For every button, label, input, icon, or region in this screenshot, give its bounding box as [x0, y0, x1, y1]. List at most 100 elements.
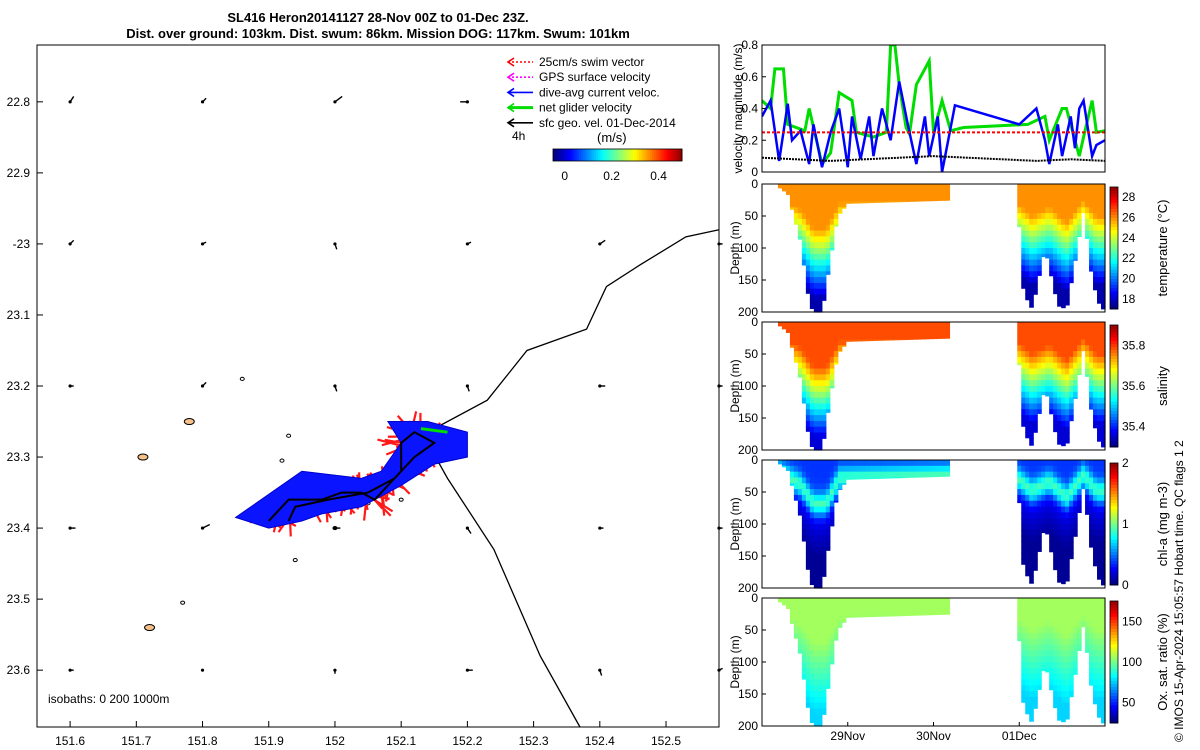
- chla-section-cell: [821, 541, 827, 548]
- oxygen-section-cell: [897, 615, 903, 617]
- oxygen-section-cell: [829, 627, 835, 634]
- oxygen-section-cell: [817, 685, 823, 692]
- oxygen-section-cell: [1021, 603, 1026, 611]
- temperature-section-cell: [813, 288, 819, 296]
- chla-section-cell: [917, 465, 923, 473]
- oxygen-section-cell: [1093, 621, 1098, 628]
- salinity-section-cell: [1073, 322, 1078, 329]
- temperature-section-cell: [801, 184, 807, 191]
- salinity-section-colorbar-cell: [1110, 413, 1118, 417]
- temperature-section-cell: [805, 201, 811, 208]
- temperature-section-colorbar-cell: [1110, 260, 1118, 264]
- chla-section-cell: [1069, 494, 1074, 502]
- oxygen-section-cell: [1053, 679, 1058, 686]
- chla-section-cell: [1041, 500, 1046, 508]
- salinity-section-cell: [1061, 351, 1066, 358]
- oxygen-section-cell: [797, 638, 803, 646]
- temperature-section-cell: [809, 288, 815, 296]
- salinity-section-cell: [1061, 426, 1066, 434]
- temperature-section-cell: [1025, 294, 1030, 301]
- temperature-section-cell: [1101, 271, 1106, 278]
- salinity-section-cell: [873, 322, 879, 329]
- chla-section-cell: [1057, 570, 1062, 577]
- salinity-section-cell: [1049, 351, 1054, 358]
- legend-colorbar-frame: [552, 148, 683, 162]
- oxygen-section-cell: [893, 598, 899, 605]
- salinity-section-cell: [905, 327, 911, 335]
- temperature-section-cell: [817, 195, 823, 203]
- chla-section-cell: [821, 500, 827, 508]
- temperature-section-cell: [805, 248, 811, 255]
- temperature-section-cell: [1061, 282, 1066, 290]
- temperature-section-cell: [1057, 288, 1062, 296]
- chla-section-cell: [1025, 564, 1030, 572]
- chla-section-cell: [821, 553, 827, 560]
- oxygen-section-cell: [801, 609, 807, 617]
- temperature-section-cell: [809, 282, 815, 290]
- temperature-section-cell: [793, 207, 799, 214]
- salinity-section-cell: [809, 333, 815, 341]
- salinity-section-cell: [813, 415, 819, 422]
- temperature-section-cell: [1033, 282, 1038, 290]
- oxygen-section-cell: [893, 609, 899, 617]
- chla-section-cell: [1033, 553, 1038, 560]
- oxygen-section-cell: [1017, 638, 1022, 642]
- temperature-section-cell: [1037, 230, 1042, 237]
- salinity-section-cell: [809, 368, 815, 375]
- temperature-section-cell: [1101, 195, 1106, 203]
- temperature-section-colorbar-cell: [1110, 281, 1118, 286]
- chla-section-cell: [1053, 494, 1058, 502]
- temperature-section-cell: [1029, 213, 1034, 220]
- salinity-section-cell: [845, 339, 851, 342]
- temperature-section-colorbar-tick-3: 24: [1122, 231, 1136, 245]
- salinity-section-cell: [945, 322, 951, 329]
- salinity-section-cell: [1061, 397, 1066, 405]
- chla-section-cell: [793, 494, 799, 501]
- oxygen-section-cell: [1073, 621, 1078, 628]
- temperature-section-cell: [801, 242, 807, 249]
- temperature-section-cell: [1049, 184, 1054, 191]
- chla-section-cell: [853, 465, 859, 473]
- temperature-section-colorbar-cell: [1110, 232, 1118, 237]
- oxygen-section-cell: [1065, 603, 1070, 611]
- chla-section-cell: [793, 460, 799, 467]
- chla-section-cell: [813, 477, 819, 484]
- salinity-section-cell: [1073, 380, 1078, 387]
- salinity-section-cell: [817, 380, 823, 387]
- chla-section-cell: [789, 460, 795, 467]
- chla-section-cell: [1033, 529, 1038, 537]
- salinity-section-cell: [1025, 351, 1030, 358]
- salinity-section-cell: [813, 438, 819, 445]
- chla-section-cell: [1033, 500, 1038, 508]
- oxygen-section-cell: [889, 598, 895, 605]
- chla-section-cell: [805, 460, 811, 467]
- legend-colorbar-cell: [649, 149, 653, 161]
- oxygen-section-colorbar-cell: [1110, 716, 1118, 721]
- salinity-section-cell: [809, 432, 815, 439]
- salinity-section-ytick-label-1: 50: [745, 347, 759, 361]
- temperature-section-cell: [905, 189, 911, 197]
- chla-section-colorbar-cell: [1110, 566, 1118, 571]
- oxygen-section-cell: [869, 598, 875, 605]
- map-xtick-label-1: 151.7: [121, 734, 151, 748]
- temperature-section-cell: [1089, 248, 1094, 255]
- chla-section-cell: [1021, 558, 1026, 565]
- chla-section-cell: [813, 465, 819, 473]
- salinity-section-cell: [1085, 351, 1090, 358]
- chla-section-cell: [1085, 483, 1090, 490]
- salinity-section-cell: [1101, 444, 1106, 448]
- chla-section-cell: [877, 460, 883, 467]
- chla-section-cell: [1093, 541, 1098, 548]
- temperature-section-cell: [1045, 213, 1050, 220]
- chla-section-cell: [805, 547, 811, 554]
- chla-section-cell: [825, 529, 831, 537]
- chla-section-cell: [813, 500, 819, 508]
- geo-vector-head-14: [598, 384, 602, 388]
- salinity-section-cell: [825, 374, 831, 381]
- temperature-section-cell: [1061, 218, 1066, 226]
- oxygen-section-cell: [805, 702, 811, 708]
- oxygen-section-cell: [1029, 650, 1034, 657]
- salinity-section-colorbar-cell: [1110, 431, 1118, 436]
- salinity-section-cell: [869, 339, 875, 342]
- temperature-section-cell: [933, 195, 939, 202]
